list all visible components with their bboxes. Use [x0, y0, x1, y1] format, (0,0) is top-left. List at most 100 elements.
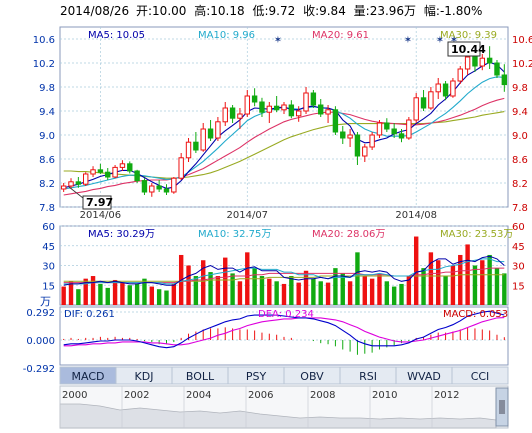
macd-dea-label: DEA: 0.234: [258, 309, 314, 320]
candle-body: [207, 128, 214, 139]
volume-ma5-line: [63, 255, 505, 286]
volume-bar: [237, 281, 243, 305]
candle-body: [163, 188, 170, 193]
candle: [156, 180, 162, 192]
volume-bar: [259, 276, 265, 305]
candle-body: [303, 92, 309, 112]
volume-bar: [68, 281, 74, 305]
candle: [318, 99, 324, 117]
candle: [332, 106, 339, 135]
volume-bar: [134, 283, 140, 305]
macd-panel: [59, 306, 509, 366]
candle: [295, 106, 302, 122]
candle-body: [60, 185, 67, 190]
candle-body: [450, 80, 456, 97]
candle-body: [68, 181, 74, 187]
tab-boll[interactable]: BOLL: [171, 366, 229, 385]
high-marker-box: [447, 41, 481, 57]
candle: [273, 96, 280, 113]
volume-legend-item: MA5: 30.29万: [88, 229, 155, 240]
candle-body: [251, 95, 258, 103]
candle: [171, 177, 177, 194]
volume-bar: [502, 273, 507, 305]
event-flag-icon[interactable]: ✶: [274, 35, 282, 46]
tab-kdj[interactable]: KDJ: [115, 366, 173, 385]
candle: [457, 66, 463, 84]
header-quote: 2014/08/26 开:10.00 高:10.18 低:9.72 收:9.84…: [60, 3, 482, 18]
volume-bar: [267, 278, 272, 305]
volume-bar: [377, 273, 382, 305]
candle-body: [127, 163, 133, 172]
volume-tick-left: 30: [42, 262, 55, 273]
candle: [134, 169, 140, 183]
volume-tick-left: 45: [42, 242, 55, 253]
candle-body: [75, 181, 82, 185]
tab-wvad[interactable]: WVAD: [395, 366, 453, 385]
candle: [435, 78, 441, 99]
volume-bar: [90, 276, 96, 305]
price-extreme-markers: ✶ ✶ ✶ ✶ 7.97 10.44: [68, 35, 486, 210]
tab-obv[interactable]: OBV: [283, 366, 341, 385]
tab-rsi[interactable]: RSI: [339, 366, 397, 385]
candle: [90, 166, 96, 177]
candle-body: [244, 95, 250, 115]
candle: [178, 153, 184, 180]
price-x-label: 2014/07: [227, 210, 269, 221]
price-tick-right: 9.8: [512, 83, 528, 94]
volume-legend-item: MA20: 28.06万: [312, 229, 385, 240]
volume-bar: [472, 265, 478, 305]
candle: [310, 90, 317, 108]
candle-body: [134, 170, 140, 182]
tab-cci[interactable]: CCI: [451, 366, 509, 385]
volume-bar: [171, 283, 177, 305]
timeline-year-label: 2010: [372, 390, 397, 401]
candle: [185, 138, 192, 162]
candle-body: [141, 180, 148, 193]
candle: [259, 97, 265, 117]
volume-bar: [252, 268, 257, 305]
volume-bar: [318, 281, 323, 305]
candle: [340, 126, 346, 144]
price-y-ticks: 10.6 10.6 10.2 10.2 9.8 9.8 9.4 9.4 9.0 9.0 8.6 8.6…: [33, 35, 532, 214]
event-flag-icon[interactable]: ✶: [404, 35, 412, 46]
volume-bar: [83, 278, 88, 305]
volume-bar: [289, 276, 294, 305]
volume-bar: [421, 268, 426, 305]
candle-body: [105, 171, 111, 178]
candle-body: [171, 177, 177, 193]
volume-bar: [384, 281, 390, 305]
candle: [369, 132, 375, 150]
macd-tick: 0.292: [26, 308, 55, 319]
volume-bar: [311, 278, 316, 305]
volume-bar: [413, 236, 419, 305]
event-flag-icon[interactable]: ✶: [436, 35, 444, 46]
candle: [450, 78, 456, 98]
volume-tick-right: 15: [512, 281, 525, 292]
candle: [60, 183, 67, 192]
high-marker-label: 10.44: [451, 43, 486, 56]
candle: [222, 102, 228, 126]
tab-macd[interactable]: MACD: [59, 366, 117, 385]
candle-body: [442, 83, 449, 97]
price-tick-right: 10.6: [512, 35, 532, 46]
volume-legend-item: MA30: 23.53万: [440, 229, 513, 240]
price-legend-item: MA20: 9.61: [312, 30, 369, 41]
candle: [281, 102, 287, 114]
candle-body: [391, 128, 397, 135]
candle-body: [501, 74, 508, 86]
tab-psy[interactable]: PSY: [227, 366, 285, 385]
volume-bar: [156, 289, 162, 305]
candle: [354, 132, 361, 165]
volume-bar: [399, 283, 404, 305]
volume-bar: [362, 276, 367, 305]
candle: [494, 60, 500, 78]
timeline-year-label: 2006: [248, 390, 273, 401]
quote-change: -1.80%: [440, 4, 482, 18]
candle-body: [413, 97, 419, 121]
candle-body: [215, 121, 221, 139]
event-flag-icon[interactable]: ✶: [450, 35, 458, 46]
candle-body: [237, 113, 243, 119]
candle-body: [310, 92, 317, 106]
